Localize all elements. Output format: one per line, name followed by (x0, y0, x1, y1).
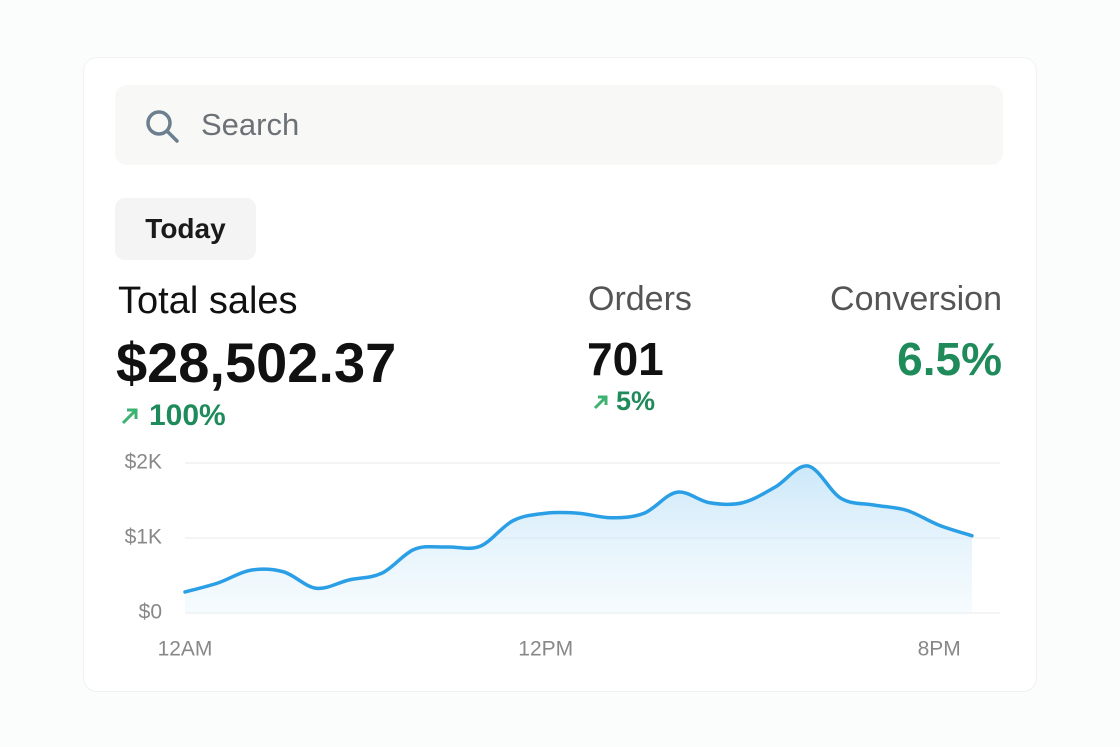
search-placeholder: Search (201, 107, 300, 142)
up-arrow (121, 408, 138, 425)
metric-change: 5% (616, 386, 656, 416)
search-bar[interactable]: Search (115, 85, 1003, 165)
up-arrow (593, 395, 608, 410)
metric-label: Total sales (118, 280, 298, 322)
area (185, 465, 972, 613)
metric-label: Orders (588, 280, 692, 318)
line (183, 464, 974, 594)
x-tick-label: 12PM (518, 638, 573, 661)
y-tick-label: $0 (139, 601, 162, 624)
metric-label: Conversion (830, 280, 1002, 318)
period-chip[interactable]: Today (115, 198, 256, 260)
metric-value: $28,502.37 (116, 331, 397, 394)
metric-value: 701 (587, 333, 664, 385)
metric-value: 6.5% (897, 333, 1002, 385)
y-tick-label: $2K (125, 451, 162, 474)
metric-change: 100% (149, 399, 226, 432)
x-tick-label: 8PM (918, 638, 961, 661)
y-tick-label: $1K (125, 526, 162, 549)
search-icon (146, 110, 179, 143)
x-tick-label: 12AM (158, 638, 213, 661)
